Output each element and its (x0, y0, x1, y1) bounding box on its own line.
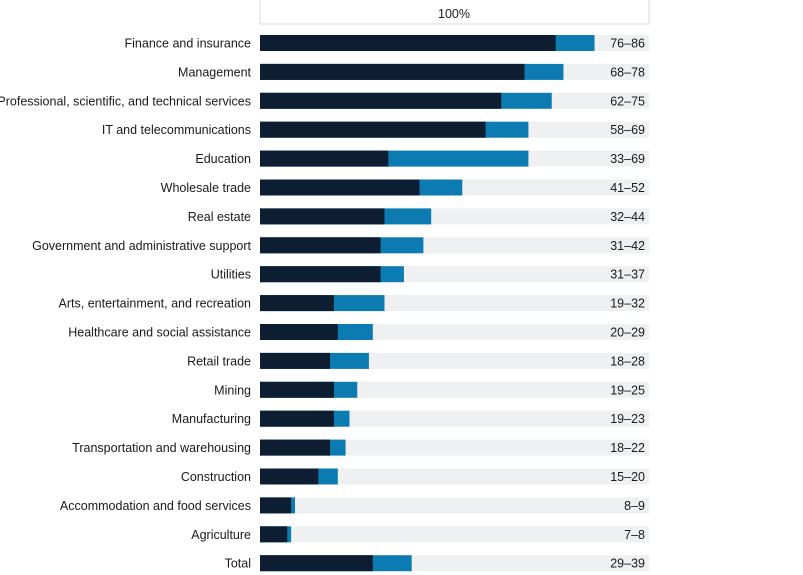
chart-row: Retail trade 18–28 (187, 352, 649, 369)
bar-low (260, 237, 381, 254)
bar-low (260, 92, 502, 109)
bar-track (260, 468, 649, 485)
range-label: 41–52 (610, 181, 645, 195)
bar-track (260, 497, 649, 514)
category-label: IT and telecommunications (102, 123, 251, 137)
chart-row: Government and administrative support 31–… (32, 237, 649, 254)
category-label: Accommodation and food services (60, 499, 251, 513)
category-label: Agriculture (191, 528, 251, 542)
category-label: Manufacturing (172, 412, 251, 426)
chart-row: Healthcare and social assistance 20–29 (68, 324, 649, 340)
range-label: 19–32 (610, 297, 645, 311)
category-label: Healthcare and social assistance (68, 326, 251, 340)
bar-low (260, 526, 288, 543)
category-label: Management (178, 65, 251, 79)
range-label: 32–44 (610, 210, 645, 224)
chart-frame (259, 0, 650, 25)
range-label: 33–69 (610, 152, 645, 166)
bar-low (260, 35, 556, 51)
bar-track (260, 410, 649, 427)
bar-low (260, 150, 389, 167)
chart-row: Utilities 31–37 (211, 266, 649, 283)
category-label: Professional, scientific, and technical … (0, 94, 251, 108)
bar-low (260, 468, 319, 485)
chart-row: Wholesale trade 41–52 (161, 179, 649, 196)
bar-low (260, 497, 292, 514)
category-label: Real estate (188, 210, 251, 224)
chart-row: Manufacturing 19–23 (172, 410, 649, 427)
range-label: 19–25 (610, 383, 645, 397)
bar-low (260, 266, 381, 283)
chart-row: Education 33–69 (195, 150, 649, 167)
range-label: 68–78 (610, 65, 645, 79)
category-label: Construction (181, 470, 251, 484)
range-label: 8–9 (624, 499, 645, 513)
category-label: Total (225, 557, 251, 571)
category-label: Transportation and warehousing (72, 441, 251, 455)
chart-row: Real estate 32–44 (188, 208, 649, 225)
category-label: Wholesale trade (161, 181, 251, 195)
chart-row: Management 68–78 (178, 63, 649, 80)
category-label: Education (195, 152, 251, 166)
chart-row: Accommodation and food services 8–9 (60, 497, 649, 514)
bar-low (260, 295, 334, 312)
range-label: 15–20 (610, 470, 645, 484)
bar-low (260, 324, 338, 340)
range-label: 76–86 (610, 37, 645, 51)
chart-row: Finance and insurance 76–86 (125, 35, 649, 51)
chart-row: Total 29–39 (225, 555, 649, 572)
bar-low (260, 208, 385, 225)
range-label: 31–37 (610, 268, 645, 282)
bar-low (260, 555, 373, 572)
range-label: 62–75 (610, 94, 645, 108)
category-label: Government and administrative support (32, 239, 251, 253)
category-label: Mining (214, 383, 251, 397)
category-label: Retail trade (187, 354, 251, 368)
bar-track (260, 526, 649, 543)
range-label: 58–69 (610, 123, 645, 137)
bar-low (260, 439, 331, 456)
chart-row: Professional, scientific, and technical … (0, 92, 649, 109)
chart-row: Arts, entertainment, and recreation 19–32 (59, 295, 649, 312)
category-label: Utilities (211, 268, 251, 282)
chart-row: Construction 15–20 (181, 468, 649, 485)
chart-rows: Finance and insurance 76–86 Management 68–7… (0, 35, 649, 572)
range-label: 19–23 (610, 412, 645, 426)
bar-low (260, 179, 420, 196)
bar-low (260, 410, 334, 427)
chart-row: Agriculture 7–8 (191, 526, 649, 543)
range-label: 7–8 (624, 528, 645, 542)
chart-row: Mining 19–25 (214, 381, 649, 398)
bar-track (260, 439, 649, 456)
range-label: 18–28 (610, 354, 645, 368)
bar-low (260, 121, 486, 138)
range-label: 31–42 (610, 239, 645, 253)
bar-low (260, 352, 331, 369)
bar-low (260, 63, 525, 80)
chart-row: IT and telecommunications 58–69 (102, 121, 649, 138)
range-label: 29–39 (610, 557, 645, 571)
category-label: Arts, entertainment, and recreation (59, 297, 252, 311)
range-label: 20–29 (610, 326, 645, 340)
chart-row: Transportation and warehousing 18–22 (72, 439, 649, 456)
top-scale-label: 100% (438, 7, 470, 21)
range-label: 18–22 (610, 441, 645, 455)
category-label: Finance and insurance (125, 37, 252, 51)
bar-low (260, 381, 334, 398)
